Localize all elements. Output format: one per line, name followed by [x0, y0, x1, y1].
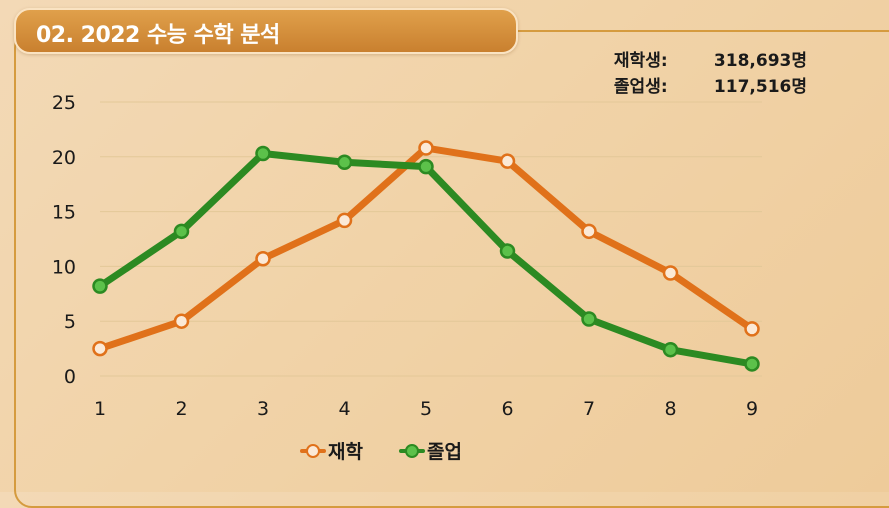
stat-graduates: 졸업생: 117,516명 — [614, 74, 807, 100]
legend-item-graduate: 졸업 — [398, 437, 462, 464]
line-chart: 0 5 10 15 20 25 1 2 3 4 5 6 7 8 9 — [52, 92, 762, 420]
data-point-current — [255, 250, 271, 267]
legend-label-graduate: 졸업 — [426, 441, 462, 463]
y-tick-label: 20 — [52, 147, 76, 169]
data-point-current — [744, 321, 760, 337]
stat-current-students: 재학생: 318,693명 — [614, 48, 807, 74]
x-tick-label: 3 — [257, 398, 269, 420]
stat-value: 318,693명 — [713, 51, 807, 71]
data-point-graduate — [255, 145, 271, 162]
data-point-graduate — [336, 154, 353, 171]
stat-label: 재학생: — [613, 51, 668, 71]
stat-value: 117,516명 — [713, 77, 807, 97]
data-point-current — [581, 223, 597, 240]
legend-marker-current — [300, 443, 326, 458]
legend-item-current: 재학 — [300, 437, 363, 464]
data-point-graduate — [173, 223, 190, 240]
page-title: 02. 2022 수능 수학 분석 — [36, 23, 280, 48]
data-point-graduate — [92, 278, 108, 294]
student-count-summary: 재학생: 318,693명 졸업생: 117,516명 — [614, 48, 807, 100]
series-line-current — [96, 144, 756, 353]
data-point-current — [662, 265, 679, 281]
x-tick-label: 1 — [94, 398, 106, 420]
data-point-current — [92, 340, 108, 357]
data-point-graduate — [499, 243, 516, 259]
data-point-graduate — [744, 356, 760, 372]
data-point-graduate — [581, 311, 597, 327]
x-tick-label: 9 — [746, 398, 758, 420]
x-tick-label: 2 — [175, 398, 187, 420]
data-point-current — [418, 140, 434, 156]
y-tick-label: 0 — [64, 366, 76, 388]
chart-legend: 재학 졸업 — [300, 437, 462, 464]
data-point-graduate — [662, 341, 679, 358]
x-tick-label: 4 — [338, 398, 350, 420]
data-point-current — [499, 153, 516, 169]
y-tick-label: 15 — [52, 202, 76, 224]
legend-marker-graduate — [398, 443, 425, 458]
data-point-graduate — [418, 158, 434, 175]
title-banner: 02. 2022 수능 수학 분석 — [14, 8, 518, 54]
stat-label: 졸업생: — [613, 77, 668, 97]
x-tick-label: 5 — [420, 398, 432, 420]
legend-label-current: 재학 — [328, 441, 363, 463]
data-point-current — [336, 212, 353, 229]
x-tick-label: 8 — [664, 398, 676, 420]
series-line-graduate — [96, 150, 756, 368]
y-tick-label: 5 — [64, 311, 76, 333]
y-tick-label: 25 — [52, 92, 76, 114]
x-tick-label: 6 — [501, 398, 513, 420]
x-tick-label: 7 — [583, 398, 595, 420]
data-point-current — [173, 313, 190, 329]
y-tick-label: 10 — [52, 256, 76, 278]
